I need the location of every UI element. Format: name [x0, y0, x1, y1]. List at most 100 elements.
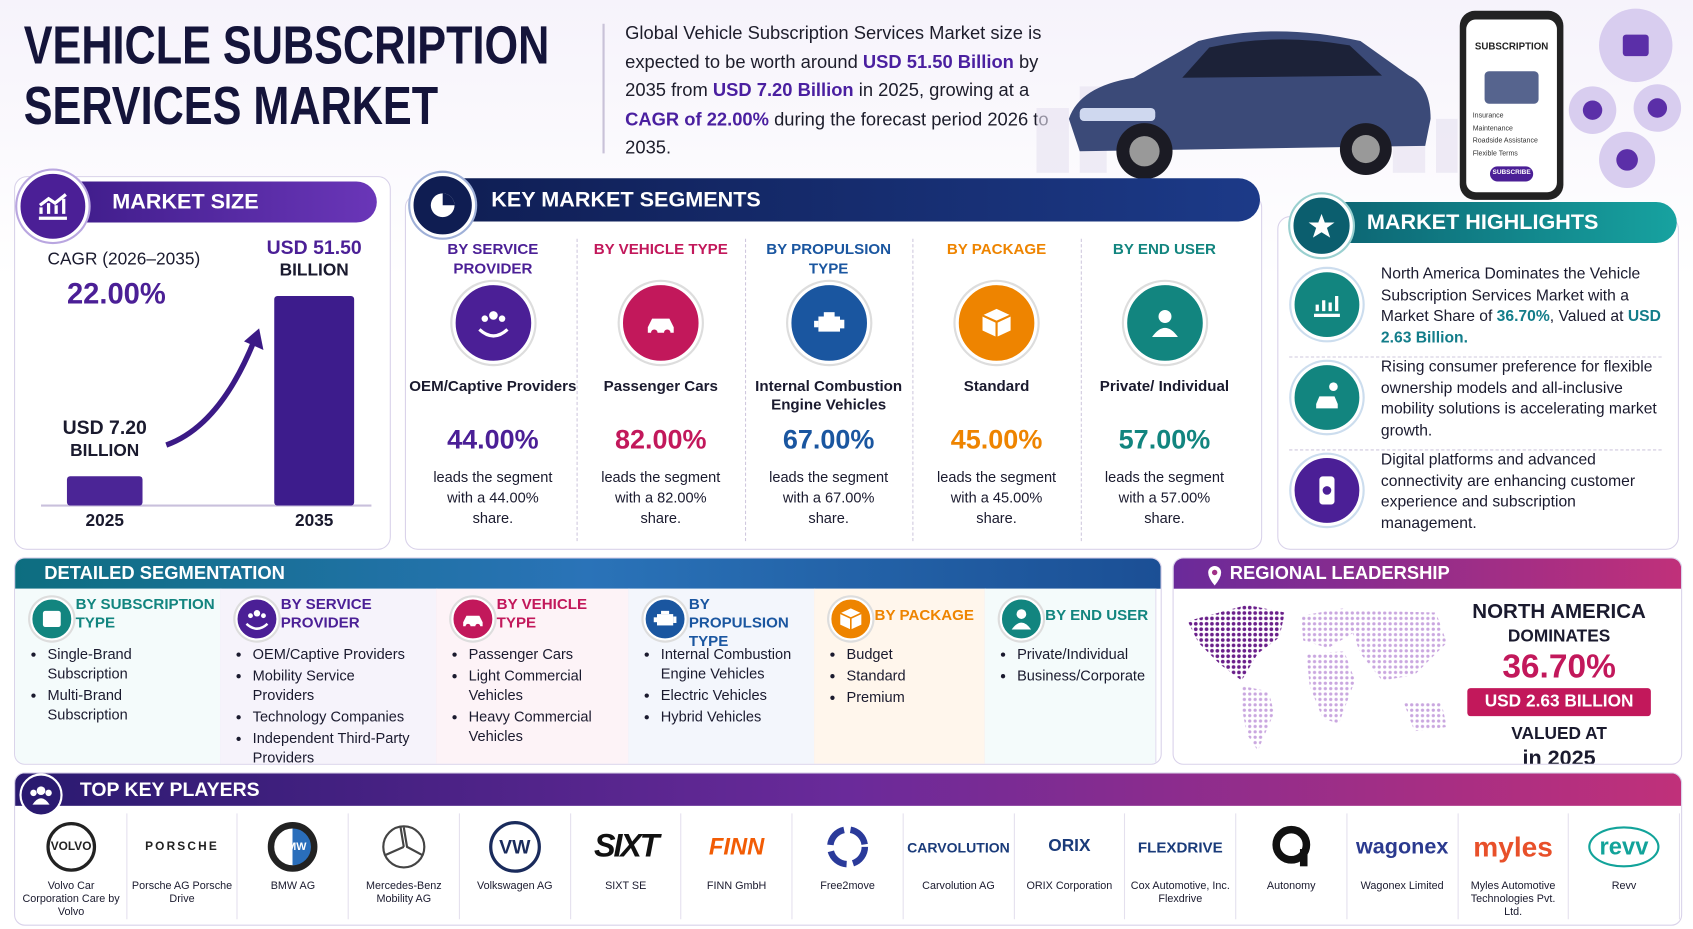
- detailed-item: Internal Combustion Engine Vehicles: [661, 645, 798, 684]
- detailed-column: BY SUBSCRIPTION TYPE Single-Brand Subscri…: [15, 588, 222, 764]
- segment-share: 67.00%: [782, 424, 875, 455]
- highlights-panel: North America Dominates the Vehicle Subs…: [1277, 216, 1679, 550]
- icon: [19, 773, 63, 817]
- highlight-item: Rising consumer preference for flexible …: [1289, 358, 1662, 451]
- key-segments-panel: BY SERVICE PROVIDER OEM/Captive Providers…: [404, 194, 1263, 550]
- detailed-header: DETAILED SEGMENTATION: [15, 558, 1161, 589]
- segment-column: BY VEHICLE TYPE Passenger Cars 82.00% leads…: [577, 238, 746, 542]
- detailed-icon: [643, 597, 687, 641]
- divider: [602, 23, 605, 154]
- segment-column: BY END USER Private/ Individual 57.00% lead…: [1081, 239, 1248, 541]
- player-logo: SIXT: [571, 813, 681, 880]
- logo-text: PORSCHE: [145, 840, 219, 854]
- highlight-text: USD 51.50 Billion: [862, 51, 1014, 72]
- segment-heading: BY PROPULSION TYPE: [766, 239, 892, 277]
- icon: [410, 172, 476, 238]
- logo-text: ORIX: [1048, 837, 1091, 856]
- text: Global Vehicle Subscription Services Mar…: [625, 22, 1042, 72]
- logo-text: revv: [1588, 826, 1660, 868]
- detailed-item: Standard: [846, 666, 968, 685]
- player-name: Volkswagen AG: [476, 880, 553, 893]
- section-title: REGIONAL LEADERSHIP: [1229, 562, 1450, 584]
- detailed-list: Single-Brand SubscriptionMulti-Brand Sub…: [15, 645, 204, 727]
- segment-leader: Private/ Individual: [1099, 376, 1230, 395]
- highlight-icon: [1291, 454, 1363, 527]
- highlight-text: Digital platforms and advanced connectiv…: [1381, 450, 1667, 534]
- detailed-item: Budget: [846, 645, 968, 664]
- player-name: FINN GmbH: [706, 880, 767, 893]
- section-title: DETAILED SEGMENTATION: [44, 562, 285, 584]
- player-logo: revv: [1569, 813, 1679, 880]
- bar: [66, 476, 143, 506]
- detailed-icon: [999, 597, 1043, 641]
- logo-text: wagonex: [1355, 834, 1449, 859]
- player: BMW BMW AG: [238, 813, 349, 920]
- player-name: SIXT SE: [605, 880, 647, 893]
- segment-note: leads the segment with a 82.00% share.: [601, 468, 721, 527]
- region-valued: VALUED AT: [1511, 724, 1607, 744]
- segment-share: 82.00%: [614, 424, 707, 455]
- highlight-item: North America Dominates the Vehicle Subs…: [1289, 265, 1662, 358]
- bar-value: USD 7.20: [62, 416, 147, 439]
- pin-icon: [1208, 566, 1222, 586]
- detailed-list: Private/Individual Business/Corporate: [985, 645, 1145, 688]
- player: Mercedes-Benz Mobility AG: [349, 813, 460, 920]
- detailed-item: Private/Individual: [1017, 645, 1139, 664]
- phone-button[interactable]: SUBSCRIBE: [1492, 169, 1531, 177]
- text: during the forecast period 2026 to 2035.: [625, 108, 1049, 158]
- segment-icon: [451, 281, 534, 365]
- text: Rising consumer preference for flexible …: [1380, 358, 1657, 440]
- segment-share: 45.00%: [950, 424, 1043, 455]
- region-value: USD 2.63 BILLION: [1467, 688, 1651, 717]
- phone-items: Insurance Maintenance Roadside Assistance F…: [1473, 110, 1559, 160]
- highlight-item: Digital platforms and advanced connectiv…: [1289, 450, 1661, 542]
- market-size-header: MARKET SIZE: [36, 181, 377, 223]
- section-title: TOP KEY PLAYERS: [79, 778, 260, 800]
- player-name: Porsche AG Porsche Drive: [131, 880, 233, 906]
- logo-text: BMW: [268, 822, 318, 872]
- bar-year: 2025: [85, 512, 124, 531]
- detailed-heading: BY PACKAGE: [874, 605, 974, 624]
- logo-mark: [827, 826, 869, 868]
- title-line: VEHICLE SUBSCRIPTION: [23, 15, 550, 76]
- market-size-panel: MARKET SIZE CAGR (2026–2035) 22.00% USD …: [14, 170, 391, 550]
- detailed-panel: DETAILED SEGMENTATION BY SUBSCRIPTION TY…: [14, 557, 1162, 765]
- player: CARVOLUTION Carvolution AG: [904, 813, 1015, 920]
- bar-label: USD 51.50 BILLION: [242, 235, 387, 283]
- highlight-text: USD 2.63 Billion.: [1380, 307, 1661, 347]
- detailed-item: Single-Brand Subscription: [48, 645, 205, 684]
- logo-text: CARVOLUTION: [907, 838, 1010, 855]
- logo-text: FLEXDRIVE: [1137, 838, 1223, 856]
- player-logo: myles: [1458, 813, 1568, 880]
- bar: [274, 295, 355, 506]
- player-logo: [793, 813, 903, 880]
- text: Digital platforms and advanced connectiv…: [1380, 451, 1636, 532]
- highlight-text: Rising consumer preference for flexible …: [1381, 358, 1667, 442]
- player-name: Revv: [1611, 880, 1637, 893]
- icon: [1290, 194, 1353, 258]
- detailed-icon: [30, 597, 74, 641]
- regional-text: NORTH AMERICA DOMINATES 36.70% USD 2.63 …: [1457, 600, 1662, 764]
- player: Free2move: [793, 813, 904, 920]
- segment-heading: BY SERVICE PROVIDER: [447, 239, 539, 277]
- segment-leader: Standard: [963, 376, 1030, 395]
- player-name: ORIX Corporation: [1026, 880, 1113, 893]
- title: VEHICLE SUBSCRIPTION SERVICES MARKET: [24, 15, 681, 136]
- segment-icon: [787, 281, 870, 365]
- segment-note: leads the segment with a 44.00% share.: [433, 468, 553, 527]
- detailed-heading: BY SUBSCRIPTION TYPE: [75, 595, 215, 631]
- highlight-icon: [1291, 361, 1363, 434]
- detailed-heading: BY PROPULSION TYPE: [688, 595, 789, 650]
- cagr-label: CAGR (2026–2035): [47, 250, 201, 269]
- logo-text: VW: [488, 820, 541, 873]
- logo-text: SIXT: [594, 828, 660, 865]
- detailed-list: Budget Standard Premium: [814, 645, 968, 710]
- detailed-item: Independent Third-Party Providers: [253, 729, 420, 763]
- segment-note: leads the segment with a 67.00% share.: [769, 468, 889, 527]
- logo-text: VOLVO: [46, 822, 96, 872]
- detailed-item: Mobility Service Providers: [253, 666, 420, 705]
- phone-title: SUBSCRIPTION: [1474, 41, 1549, 52]
- section-title: MARKET HIGHLIGHTS: [1366, 210, 1599, 234]
- logo-text: FINN: [708, 832, 765, 860]
- segment-column: BY SERVICE PROVIDER OEM/Captive Providers…: [409, 238, 578, 542]
